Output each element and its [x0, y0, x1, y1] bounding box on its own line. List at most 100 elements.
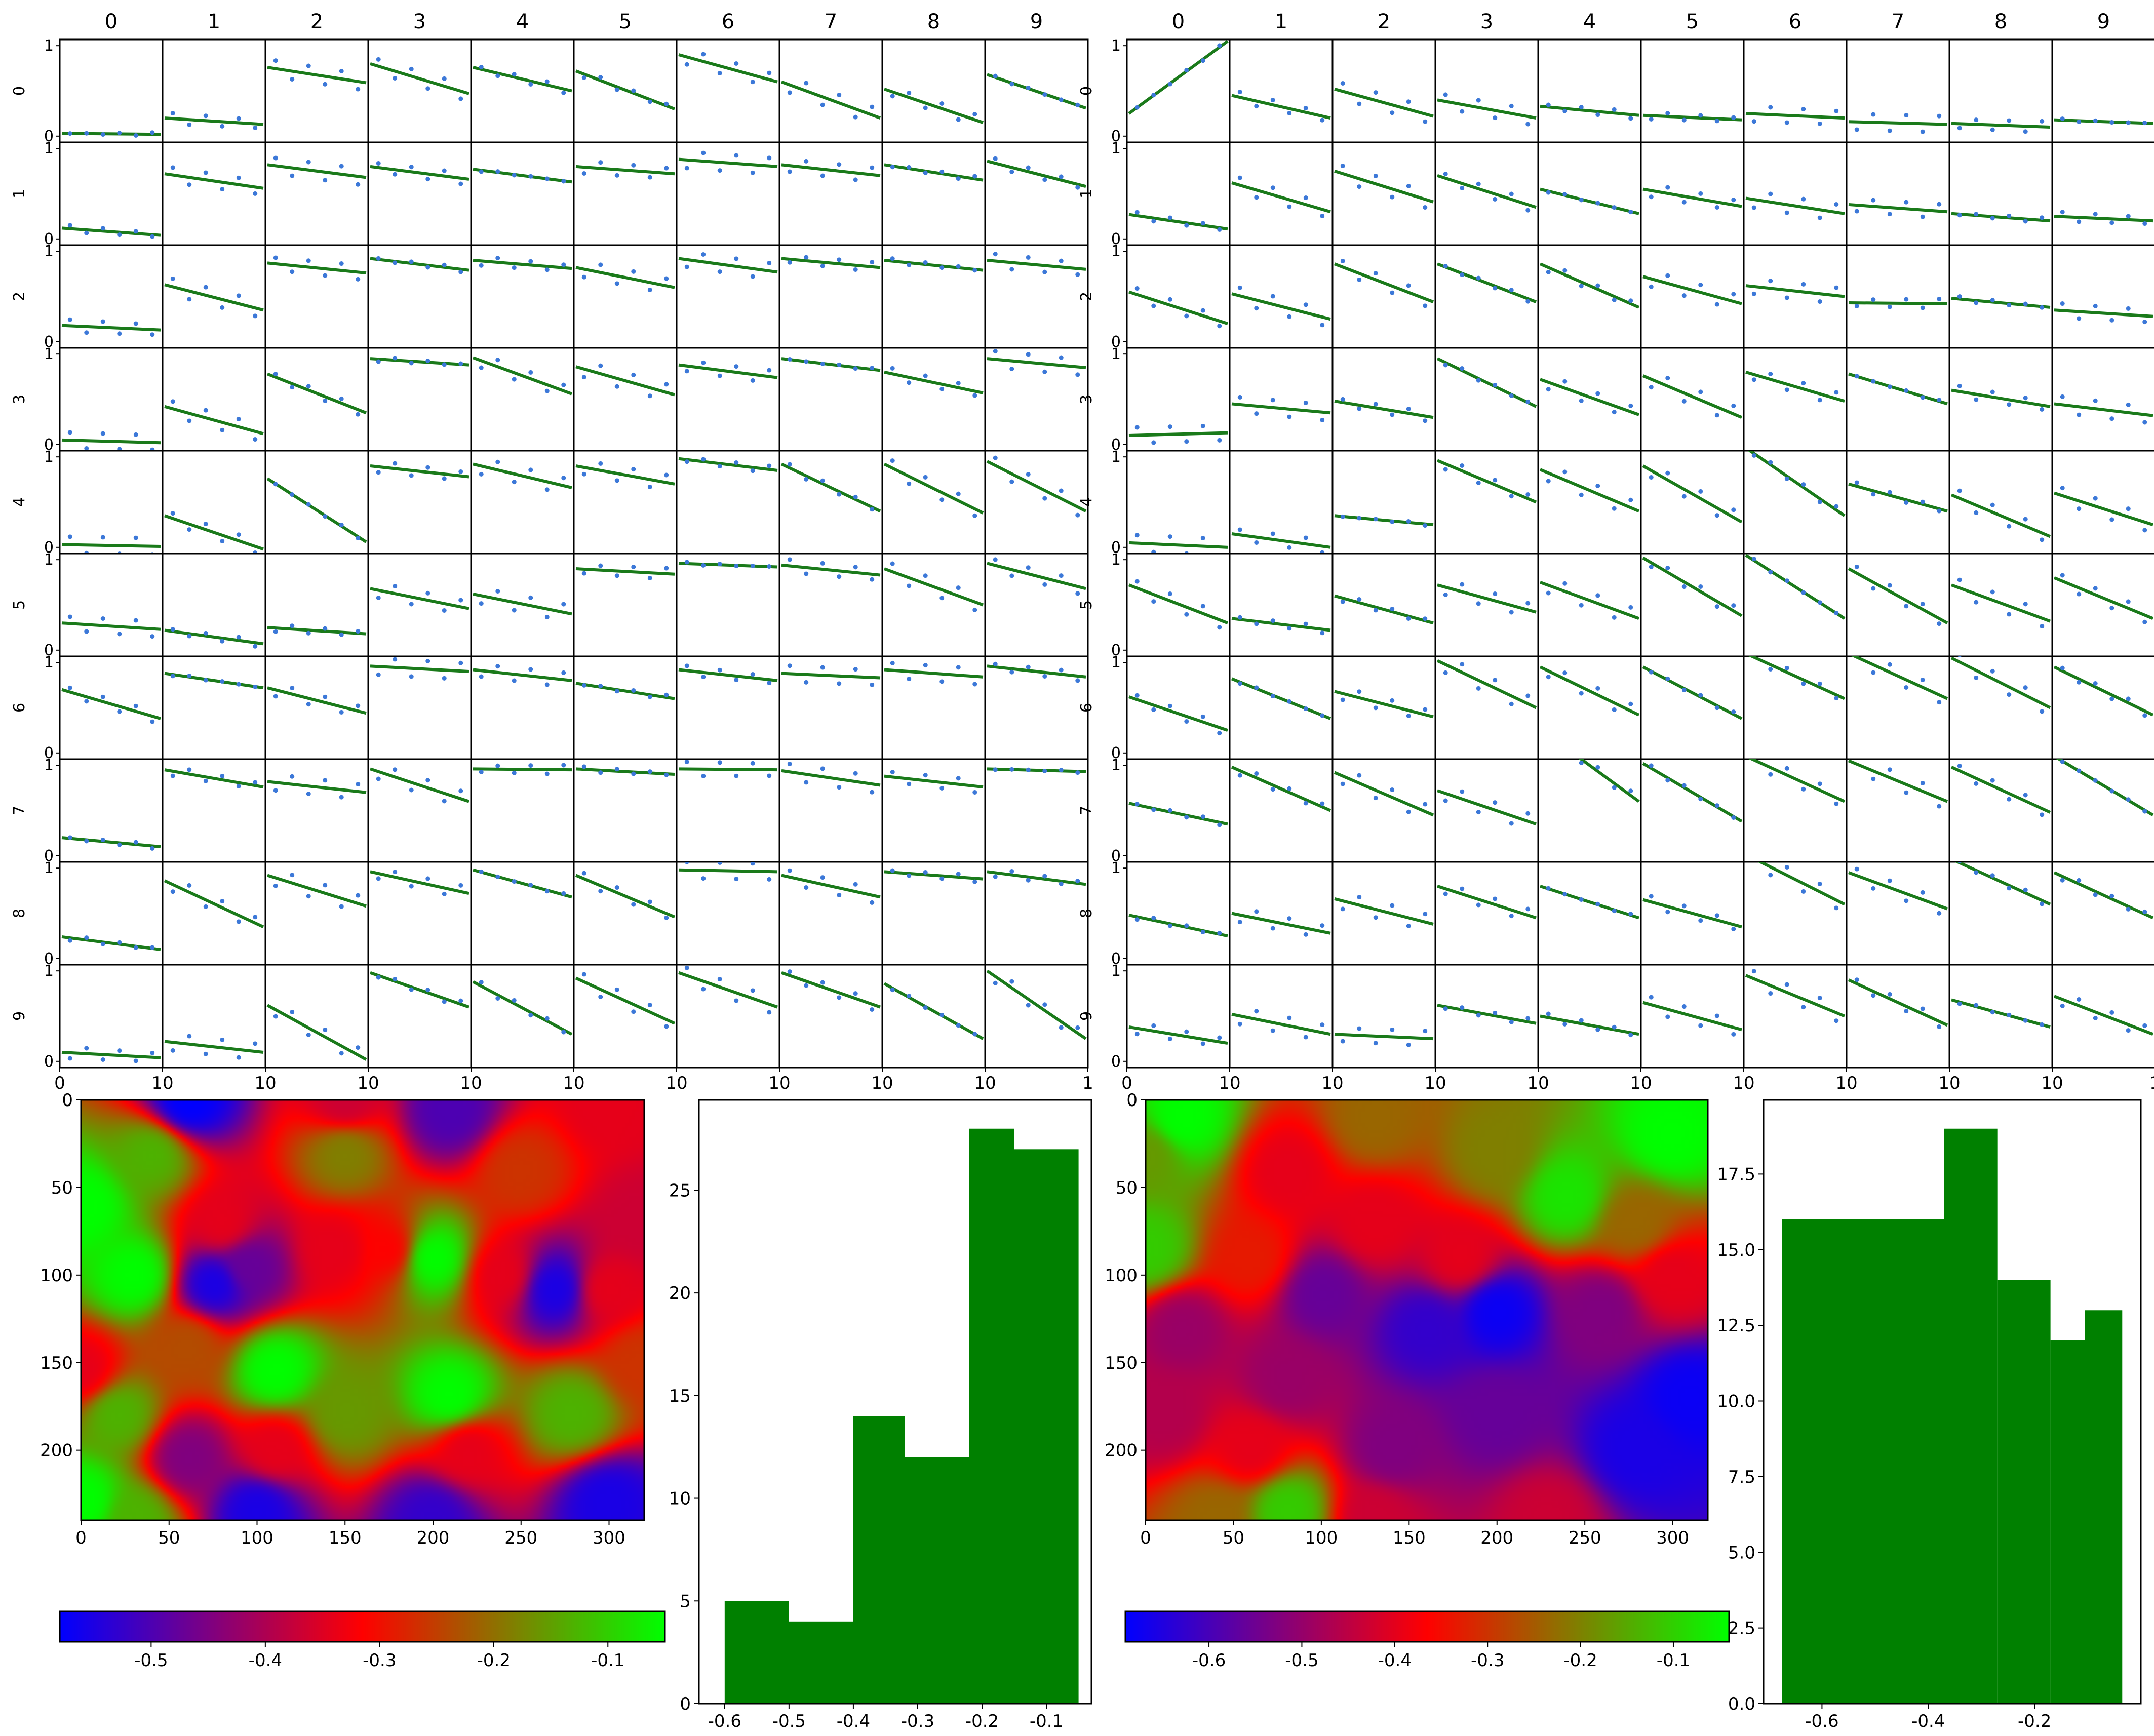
data-point	[425, 86, 430, 91]
data-point	[1525, 601, 1531, 606]
data-point	[684, 560, 689, 565]
data-point	[684, 166, 689, 171]
data-point	[1714, 803, 1719, 808]
data-point	[2023, 685, 2028, 690]
data-point	[1151, 807, 1156, 812]
data-point	[1714, 705, 1719, 711]
data-point	[837, 681, 842, 686]
data-point	[598, 995, 603, 1000]
subplot-frame	[1331, 38, 1436, 143]
data-point	[1406, 1042, 1411, 1047]
subplot-content	[1231, 615, 1331, 636]
data-point	[1026, 767, 1031, 772]
subplot	[778, 347, 883, 452]
data-point	[870, 366, 875, 371]
data-point	[1731, 815, 1736, 820]
xtick-label: 150	[1393, 1528, 1426, 1548]
data-point	[923, 773, 928, 778]
regression-line	[1748, 759, 1846, 803]
data-point	[1768, 873, 1773, 878]
subplot-content	[1950, 656, 2051, 714]
subplot	[162, 244, 266, 349]
data-point	[356, 87, 361, 92]
subplot-content	[164, 1034, 264, 1060]
subplot	[573, 450, 678, 555]
data-point	[1649, 385, 1654, 390]
data-point	[717, 71, 722, 76]
data-point	[1303, 801, 1308, 806]
data-point	[750, 988, 755, 993]
subplot	[1948, 655, 2053, 760]
regression-line	[1950, 766, 2051, 814]
ytick-label: 10	[669, 1489, 691, 1509]
data-point	[1817, 398, 1822, 403]
data-point	[1546, 102, 1551, 107]
regression-line	[61, 226, 161, 237]
subplot-content	[1437, 92, 1537, 127]
regression-line	[1747, 451, 1846, 517]
subplot-content	[1231, 394, 1331, 422]
regression-line	[883, 462, 984, 515]
data-point	[1059, 667, 1064, 673]
regression-line	[1642, 557, 1743, 617]
ytick-label: 15.0	[1717, 1240, 1755, 1260]
data-point	[273, 58, 278, 63]
subplot	[1126, 141, 1231, 246]
data-point	[750, 761, 755, 766]
subplot	[881, 758, 986, 863]
data-point	[1075, 1025, 1080, 1030]
data-point	[1579, 105, 1584, 110]
data-point	[1681, 903, 1687, 909]
subplot-content	[1745, 191, 1845, 220]
data-point	[220, 639, 225, 644]
subplot-frame	[2051, 553, 2154, 657]
subplot-content	[1954, 862, 2051, 906]
data-point	[1768, 460, 1773, 465]
ytick-label: 10.0	[1717, 1392, 1755, 1412]
data-point	[1270, 1028, 1275, 1033]
subplot	[264, 655, 369, 760]
data-point	[306, 791, 311, 796]
data-point	[1871, 492, 1876, 497]
subplot	[470, 553, 575, 657]
regression-line	[1642, 464, 1743, 524]
subplot	[1743, 655, 1848, 760]
data-point	[820, 875, 825, 880]
subplot-content	[473, 868, 572, 899]
data-point	[1525, 1016, 1531, 1021]
data-point	[2126, 402, 2131, 407]
regression-line	[266, 372, 367, 415]
subplot-content	[986, 455, 1087, 518]
subplot-frame	[59, 38, 164, 143]
data-point	[767, 877, 772, 882]
xtick-label: 100	[241, 1528, 273, 1548]
regression-line	[1334, 594, 1434, 625]
data-point	[939, 101, 945, 106]
regression-line	[1231, 912, 1331, 935]
column-label: 3	[1480, 10, 1493, 33]
data-point	[1075, 185, 1080, 190]
data-point	[1390, 903, 1395, 908]
data-point	[1698, 1023, 1703, 1028]
regression-line	[370, 587, 469, 610]
data-point	[1042, 582, 1047, 587]
data-point	[409, 787, 414, 793]
subplot	[264, 861, 369, 966]
subplot-content	[1540, 885, 1639, 920]
colorbar-label: -0.1	[1657, 1650, 1690, 1671]
data-point	[890, 561, 895, 566]
data-point	[290, 492, 295, 497]
subplot	[1537, 141, 1642, 246]
data-point	[1134, 579, 1140, 584]
subplot	[881, 655, 986, 760]
data-point	[2077, 591, 2082, 597]
data-point	[220, 773, 225, 778]
subplot-content	[1642, 374, 1743, 419]
regression-line	[1951, 998, 2051, 1029]
data-point	[323, 514, 328, 519]
data-point	[1784, 387, 1789, 392]
data-point	[598, 684, 603, 689]
subplot-frame	[1846, 758, 1950, 863]
regression-line	[1642, 187, 1742, 208]
data-point	[2060, 573, 2065, 578]
